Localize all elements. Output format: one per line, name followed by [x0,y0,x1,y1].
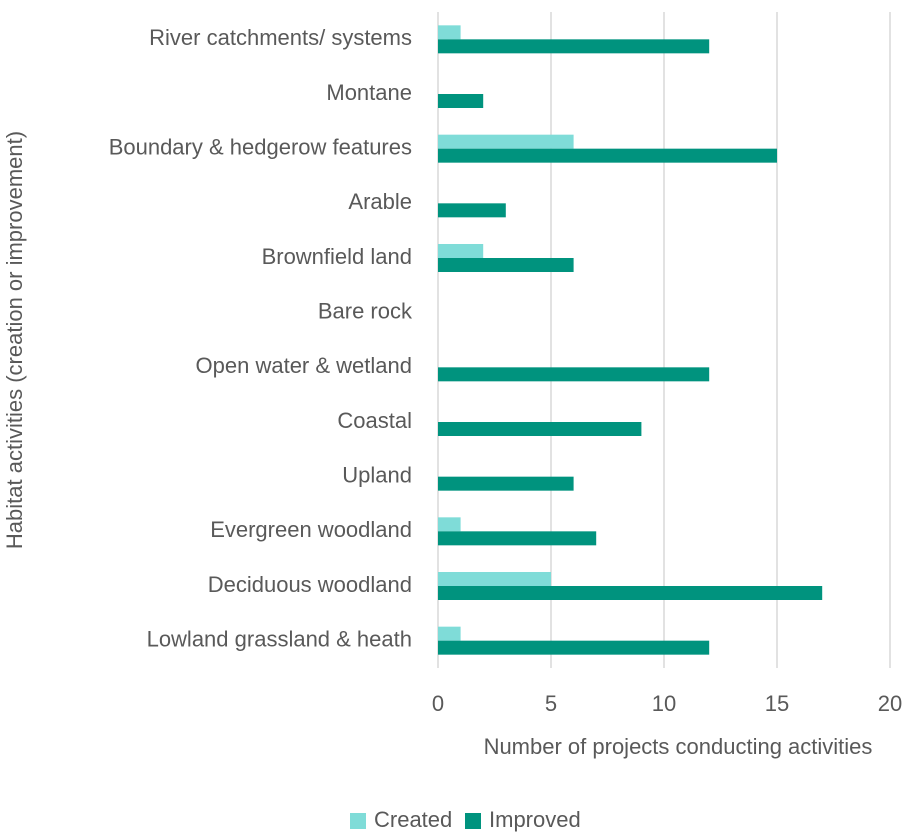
bar [438,640,710,655]
bar [438,25,461,40]
legend-swatch [350,813,366,829]
bar [438,203,506,218]
legend-label: Improved [489,807,581,832]
y-tick-label: Bare rock [318,298,413,323]
y-tick-label: Open water & wetland [196,353,412,378]
y-tick-label: Boundary & hedgerow features [109,134,412,159]
bar [438,39,710,54]
y-tick-label: Montane [326,80,412,105]
bar [438,367,710,382]
y-tick-label: Coastal [337,408,412,433]
bar [438,244,484,258]
x-tick-label: 0 [432,691,444,716]
legend-swatch [465,813,481,829]
x-axis-title: Number of projects conducting activities [484,734,873,759]
y-tick-label: River catchments/ systems [149,25,412,50]
bar [438,586,823,600]
y-axis-title: Habitat activities (creation or improvem… [2,131,27,549]
x-tick-label: 20 [878,691,902,716]
bar [438,258,574,272]
y-tick-label: Arable [348,189,412,214]
bar [438,148,777,163]
bar [438,94,484,108]
legend-label: Created [374,807,452,832]
bar [438,626,461,641]
bar [438,572,551,586]
bar [438,531,597,546]
x-tick-label: 5 [545,691,557,716]
bar [438,476,574,491]
x-tick-label: 10 [652,691,676,716]
bar [438,517,461,532]
y-tick-label: Brownfield land [262,244,412,269]
y-tick-label: Deciduous woodland [208,572,412,597]
x-tick-label: 15 [765,691,789,716]
y-tick-label: Upland [342,462,412,487]
bar [438,134,574,149]
y-tick-label: Lowland grassland & heath [147,626,412,651]
y-tick-label: Evergreen woodland [210,517,412,542]
bar [438,422,642,436]
